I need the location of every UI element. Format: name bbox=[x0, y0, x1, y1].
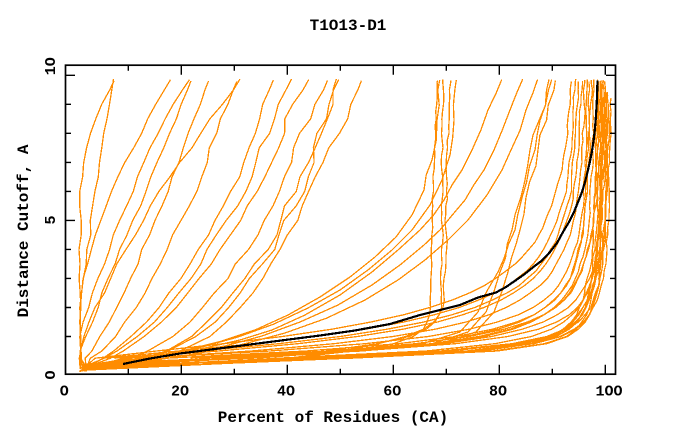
svg-text:T1O13-D1: T1O13-D1 bbox=[310, 17, 387, 35]
svg-text:5: 5 bbox=[43, 215, 60, 224]
svg-text:Percent of Residues (CA): Percent of Residues (CA) bbox=[218, 409, 448, 427]
svg-text:8O: 8O bbox=[489, 384, 507, 401]
svg-text:6O: 6O bbox=[383, 384, 401, 401]
svg-text:Distance Cutoff, A: Distance Cutoff, A bbox=[15, 144, 33, 317]
svg-text:2O: 2O bbox=[171, 384, 189, 401]
svg-text:O: O bbox=[60, 384, 69, 401]
svg-text:O: O bbox=[43, 370, 60, 379]
svg-text:1O: 1O bbox=[43, 57, 60, 75]
svg-text:1OO: 1OO bbox=[595, 384, 622, 401]
svg-text:4O: 4O bbox=[277, 384, 295, 401]
